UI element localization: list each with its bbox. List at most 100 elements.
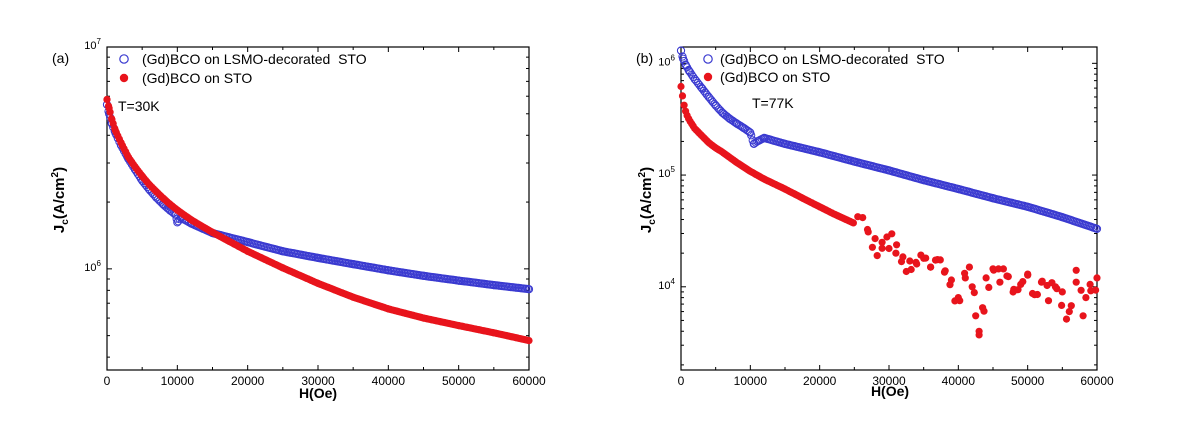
- x-tick-label: 0: [678, 374, 685, 388]
- data-point-filled: [1086, 280, 1094, 288]
- data-point-open: [954, 184, 963, 194]
- data-point-open: [711, 101, 720, 110]
- data-point-filled: [1077, 286, 1085, 294]
- data-point-open: [419, 271, 428, 280]
- data-point-open: [1023, 202, 1032, 211]
- data-point-filled: [1014, 286, 1022, 294]
- data-point-filled: [279, 264, 287, 272]
- data-point-open: [746, 128, 755, 137]
- data-point-filled: [1067, 302, 1075, 310]
- data-point-filled: [1038, 277, 1046, 285]
- x-tick-label: 30000: [872, 374, 906, 388]
- data-point-open: [349, 260, 358, 269]
- data-point-open: [780, 139, 790, 148]
- data-point-filled: [103, 95, 111, 104]
- series-sto: [103, 95, 533, 345]
- data-point-open: [384, 266, 393, 275]
- data-point-filled: [871, 235, 879, 243]
- data-point-filled: [1053, 285, 1061, 293]
- x-axis-label: H(Oe): [299, 385, 337, 401]
- x-tick-label: 40000: [372, 374, 406, 388]
- chart-panel-b: (b) 0 10000 20000 30000 40000 50000 60000 104 10…: [636, 46, 1114, 399]
- data-point-open: [524, 285, 534, 294]
- data-point-filled: [166, 200, 174, 209]
- x-tick-label: 20000: [803, 374, 837, 388]
- data-point-filled: [941, 267, 949, 275]
- x-tick-label: 30000: [301, 374, 335, 388]
- x-tick-label: 0: [104, 374, 111, 388]
- data-point-filled: [159, 194, 167, 202]
- data-point-filled: [859, 214, 867, 222]
- y-tick-label: 106: [84, 259, 101, 274]
- data-point-filled: [956, 297, 964, 305]
- data-point-open: [681, 61, 691, 70]
- legend-marker-filled-circle: [119, 73, 129, 83]
- data-point-filled: [1048, 279, 1056, 287]
- data-point-filled: [961, 269, 969, 277]
- panel-label: (a): [52, 50, 69, 66]
- data-point-open: [690, 75, 700, 84]
- data-point-filled: [1033, 290, 1041, 299]
- data-point-filled: [1058, 288, 1066, 296]
- legend: (Gd)BCO on LSMO-decorated STO (Gd)BCO on…: [703, 51, 945, 85]
- data-point-filled: [1079, 312, 1087, 320]
- data-point-filled: [980, 307, 988, 315]
- data-point-filled: [1065, 308, 1073, 316]
- data-point-filled: [927, 263, 935, 271]
- data-point-open: [679, 54, 688, 63]
- data-point-filled: [145, 180, 153, 189]
- data-point-open: [704, 92, 713, 102]
- data-point-filled: [897, 258, 906, 266]
- data-point-filled: [117, 139, 125, 147]
- data-point-open: [884, 166, 894, 175]
- data-point-filled: [907, 265, 915, 274]
- data-point-filled: [888, 230, 896, 238]
- data-point-open: [919, 176, 928, 185]
- data-point-open: [718, 108, 727, 118]
- data-point-filled: [912, 258, 920, 266]
- data-point-filled: [936, 256, 944, 264]
- data-point-open: [725, 114, 734, 123]
- data-point-filled: [922, 254, 930, 262]
- data-point-filled: [868, 243, 877, 251]
- data-point-open: [739, 123, 748, 132]
- data-point-filled: [105, 104, 113, 112]
- x-tick-label: 40000: [942, 374, 976, 388]
- chart-panel-a: (a) 0 10000 20000 30000 40000 50000 60000 106 10…: [50, 37, 546, 401]
- data-point-filled: [111, 127, 119, 135]
- data-point-filled: [999, 265, 1008, 273]
- data-point-open: [686, 68, 695, 77]
- legend-label-sto: (Gd)BCO on STO: [142, 70, 252, 86]
- data-point-open: [988, 194, 998, 203]
- data-point-filled: [152, 188, 160, 196]
- data-point-filled: [173, 206, 181, 214]
- x-tick-label: 60000: [512, 374, 546, 388]
- panel-label: (b): [636, 50, 653, 66]
- temperature-annotation: T=30K: [118, 98, 160, 114]
- data-point-filled: [124, 153, 132, 161]
- data-point-filled: [455, 322, 463, 330]
- plot-area: 0 10000 20000 30000 40000 50000 60000 106 107: [84, 37, 546, 388]
- data-point-open: [676, 46, 686, 55]
- y-tick-label: 104: [658, 277, 675, 292]
- data-point-filled: [187, 216, 195, 224]
- data-point-filled: [138, 172, 146, 180]
- data-point-filled: [1093, 274, 1101, 282]
- data-point-filled: [873, 252, 881, 260]
- data-point-filled: [677, 82, 685, 91]
- data-point-filled: [419, 314, 428, 322]
- data-point-filled: [1092, 286, 1100, 294]
- data-point-filled: [490, 329, 498, 337]
- data-point-filled: [906, 257, 914, 265]
- legend-label-lsmo-decorated: (Gd)BCO on LSMO-decorated STO: [720, 51, 945, 67]
- data-point-open: [716, 106, 725, 115]
- data-point-filled: [946, 281, 954, 289]
- x-axis-label: H(Oe): [871, 383, 909, 399]
- data-point-filled: [885, 244, 893, 253]
- data-point-filled: [384, 305, 392, 313]
- data-point-filled: [975, 331, 983, 339]
- y-tick-label: 105: [658, 165, 675, 180]
- data-point-filled: [349, 293, 357, 301]
- y-tick-label: 107: [84, 37, 101, 52]
